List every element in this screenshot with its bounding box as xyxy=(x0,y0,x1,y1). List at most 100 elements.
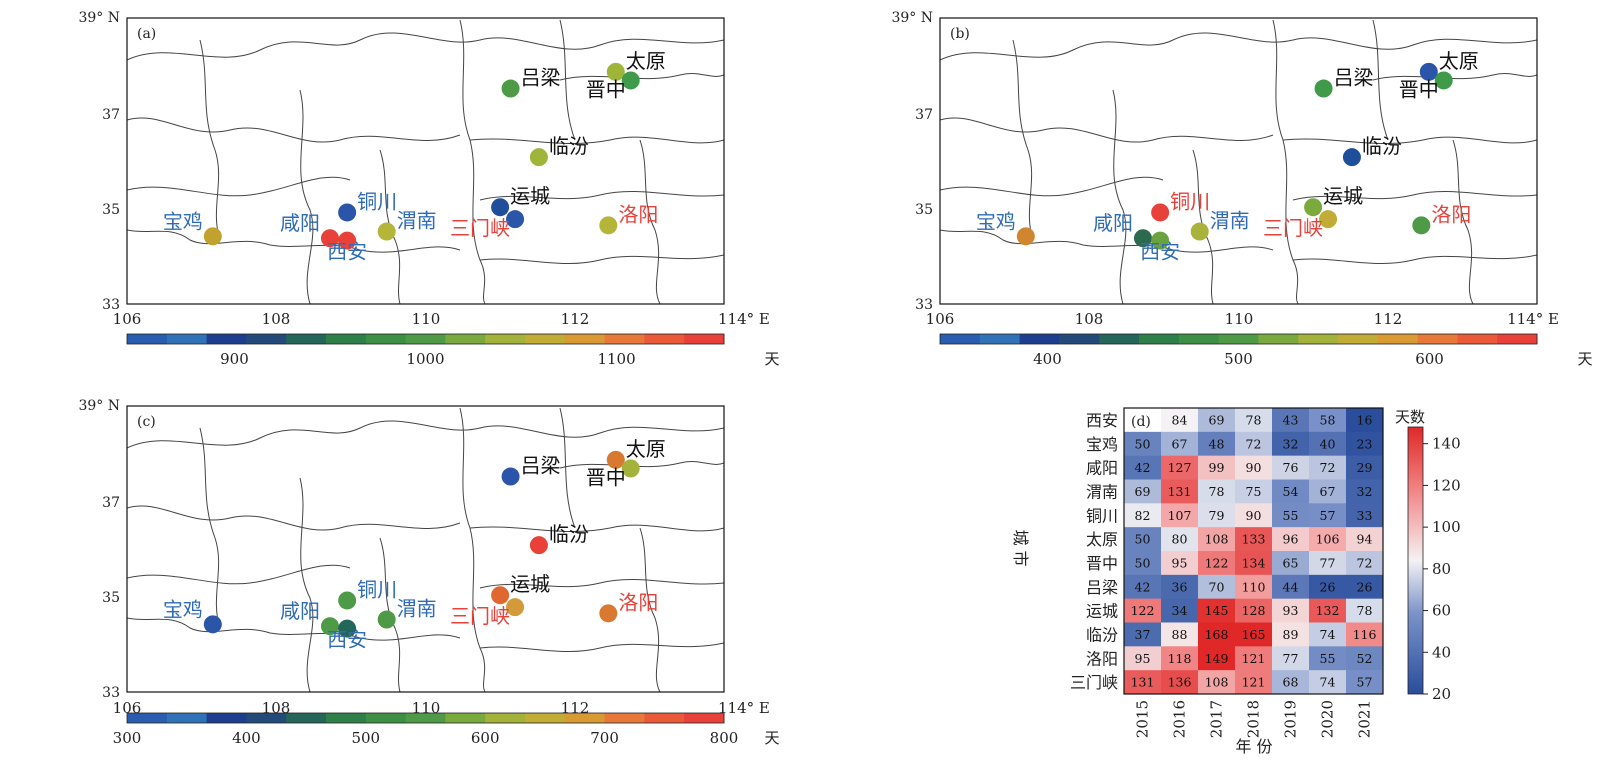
heatmap-cell xyxy=(1346,479,1384,504)
heatmap-cell xyxy=(1272,551,1310,576)
heatmap-cell-value: 122 xyxy=(1205,555,1229,570)
heatmap-cell-value: 68 xyxy=(1283,675,1299,690)
colorbar-segment-a-2 xyxy=(206,334,247,344)
heatmap-cell-value: 99 xyxy=(1209,460,1225,475)
heatmap-col-label: 2017 xyxy=(1208,700,1226,738)
colorbar-segment-b-1 xyxy=(979,334,1021,344)
heatmap-cell xyxy=(1161,455,1199,480)
heatmap-cell-value: 36 xyxy=(1172,579,1188,594)
heatmap-cell-value: 84 xyxy=(1172,412,1188,427)
heatmap-cell xyxy=(1198,622,1236,647)
heatmap-cell-value: 94 xyxy=(1357,532,1373,547)
boundary-lines-b xyxy=(940,19,1537,304)
heatmap-cell-value: 95 xyxy=(1172,555,1188,570)
heatmap-cell xyxy=(1198,408,1236,433)
lon-label-112-a: 112 xyxy=(561,310,590,328)
city-marker-a-8 xyxy=(529,148,548,167)
heatmap-cell-value: 69 xyxy=(1135,484,1151,499)
city-label-c-3: 铜川 xyxy=(357,577,397,601)
city-marker-a-11 xyxy=(599,216,618,235)
heatmap-cell-value: 165 xyxy=(1242,627,1266,642)
heatmap-cell-value: 42 xyxy=(1135,460,1151,475)
heatmap-cell xyxy=(1124,503,1162,528)
city-label-a-9: 运城 xyxy=(510,184,550,208)
city-label-c-4: 渭南 xyxy=(397,597,437,621)
city-label-a-3: 铜川 xyxy=(357,189,397,213)
colorbar-segment-b-4 xyxy=(1099,334,1140,344)
heatmap-cell xyxy=(1124,574,1162,599)
city-label-a-4: 渭南 xyxy=(397,209,437,233)
heatmap-cell-value: 88 xyxy=(1172,627,1188,642)
heatmap-cell-value: 121 xyxy=(1242,675,1266,690)
heatmap-cell xyxy=(1161,574,1199,599)
city-label-b-5: 太原 xyxy=(1439,49,1479,73)
colorbar-segment-a-12 xyxy=(604,334,645,344)
heatmap-cell-value: 43 xyxy=(1283,412,1299,427)
colorbar-frame-b xyxy=(939,333,1538,345)
map-frame-a xyxy=(126,17,725,305)
colorbar-tick-b-1: 500 xyxy=(1224,350,1253,368)
heatmap-cells: 84 69 78 43 58 16 50 67 48 72 32 40 23 42 127 99 90 76 72 2… xyxy=(1070,408,1384,738)
colorbar-segment-a-8 xyxy=(445,334,486,344)
heatmap-cell xyxy=(1272,670,1310,695)
city-label-b-10: 三门峡 xyxy=(1263,216,1323,240)
heatmap-cell xyxy=(1198,598,1236,623)
lon-label-114-a: 114° E xyxy=(718,310,770,328)
city-label-a-5: 太原 xyxy=(626,49,666,73)
colorbar-tick-a-2: 1100 xyxy=(597,350,635,368)
colorbar-tick-c-5: 800 xyxy=(710,729,739,747)
lat-label-35-a: 35 xyxy=(102,202,120,218)
map-frame-b xyxy=(939,17,1538,305)
heatmap-cell xyxy=(1161,527,1199,552)
heatmap-cell-value: 69 xyxy=(1209,412,1225,427)
heatmap-cell-value: 65 xyxy=(1283,555,1299,570)
heatmap-cell-value: 108 xyxy=(1205,532,1229,547)
lat-label-top-b: 39° N xyxy=(891,10,933,26)
heatmap-row-label: 运城 xyxy=(1086,602,1118,621)
heatmap-cell-value: 82 xyxy=(1135,508,1151,523)
lon-label-108-c: 108 xyxy=(262,699,291,717)
city-label-a-10: 三门峡 xyxy=(450,216,510,240)
heatmap-cell xyxy=(1309,574,1347,599)
boundary-lines-a xyxy=(127,19,724,304)
city-marker-b-1 xyxy=(1133,229,1152,248)
heatmap-cell xyxy=(1198,479,1236,504)
heatmap-row-label: 西安 xyxy=(1086,411,1118,430)
heatmap-cell xyxy=(1161,551,1199,576)
heatmap-cell xyxy=(1198,455,1236,480)
heatmap-cell xyxy=(1346,646,1384,671)
lon-label-112-b: 112 xyxy=(1374,310,1403,328)
heatmap-cell-value: 121 xyxy=(1242,651,1266,666)
heatmap-col-label: 2018 xyxy=(1245,700,1263,738)
map-panel-b: (b) 39° N 37 35 33 106 108 110 112 114° … xyxy=(891,10,1592,368)
heatmap-cell-value: 90 xyxy=(1246,508,1262,523)
colorbar-segment-a-14 xyxy=(684,334,725,344)
heatmap-col-label: 2021 xyxy=(1356,700,1374,738)
heatmap-row-label: 晋中 xyxy=(1086,554,1118,573)
city-marker-b-9 xyxy=(1304,198,1323,217)
heatmap-colorbar-ticklabel: 40 xyxy=(1432,643,1451,661)
heatmap-cell-value: 67 xyxy=(1320,484,1336,499)
heatmap-cell-value: 48 xyxy=(1209,436,1225,451)
heatmap-cell-value: 67 xyxy=(1172,436,1188,451)
heatmap-cell xyxy=(1161,646,1199,671)
heatmap-panel-d: 84 69 78 43 58 16 50 67 48 72 32 40 23 42 127 99 90 76 72 2… xyxy=(1011,407,1461,756)
heatmap-cell-value: 133 xyxy=(1242,532,1266,547)
heatmap-cell-value: 122 xyxy=(1131,603,1155,618)
colorbar-segment-c-11 xyxy=(564,713,606,723)
city-marker-c-3 xyxy=(338,591,357,610)
heatmap-cell-value: 96 xyxy=(1283,532,1299,547)
heatmap-cell-value: 79 xyxy=(1209,508,1225,523)
heatmap-cell xyxy=(1161,408,1199,433)
heatmap-cell-value: 16 xyxy=(1357,412,1373,427)
heatmap-colorbar xyxy=(1407,426,1424,695)
city-label-c-5: 太原 xyxy=(626,437,666,461)
heatmap-cell xyxy=(1309,431,1347,456)
heatmap-colorbar-title: 天数 xyxy=(1395,408,1425,426)
city-label-a-2: 西安 xyxy=(327,240,367,264)
heatmap-cell-value: 52 xyxy=(1357,651,1373,666)
heatmap-cell xyxy=(1346,503,1384,528)
city-marker-a-6 xyxy=(621,71,640,90)
